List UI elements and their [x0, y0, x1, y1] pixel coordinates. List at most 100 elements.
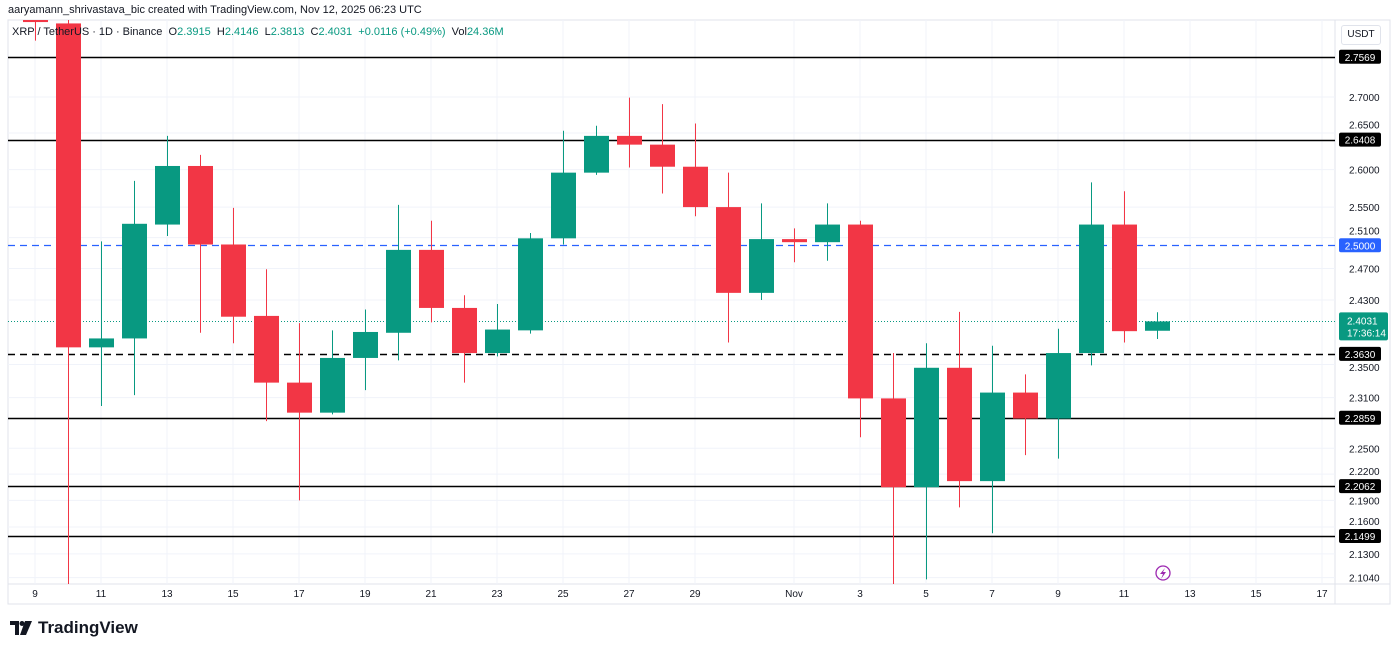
time-tick-label: 17	[293, 589, 305, 600]
brand-name: TradingView	[38, 618, 138, 637]
price-tick-label: 2.6500	[1349, 121, 1380, 132]
candle[interactable]	[353, 309, 378, 391]
candle-body	[353, 331, 378, 358]
candle[interactable]	[881, 353, 906, 590]
candle-body	[419, 249, 444, 308]
price-tick-label: 2.3500	[1349, 363, 1380, 374]
level-price-label: 2.1499	[1345, 532, 1376, 543]
candle[interactable]	[419, 220, 444, 323]
price-axis[interactable]: 2.7000 2.6500 2.6000 2.5500 2.5100 2.4700 2.43…	[1339, 49, 1388, 585]
close-value: 2.4031	[318, 26, 353, 38]
candle[interactable]	[815, 203, 840, 261]
candle[interactable]	[452, 295, 477, 383]
candle[interactable]	[254, 269, 279, 422]
candle[interactable]	[89, 241, 114, 406]
candle[interactable]	[584, 125, 609, 175]
time-tick-label: 23	[491, 589, 503, 600]
tradingview-logo[interactable]: TradingView	[10, 618, 138, 638]
price-tick-label: 2.5500	[1349, 203, 1380, 214]
candle[interactable]	[914, 343, 939, 580]
candle-body	[452, 307, 477, 354]
tradingview-logo-icon	[10, 621, 32, 635]
candle[interactable]	[221, 207, 246, 344]
time-tick-label: 13	[161, 589, 173, 600]
time-tick-label: 15	[1250, 589, 1262, 600]
price-tick-label: 2.4300	[1349, 296, 1380, 307]
candle[interactable]	[287, 323, 312, 501]
candle[interactable]	[1145, 312, 1170, 339]
candle-body	[782, 239, 807, 243]
time-tick-label: 17	[1316, 589, 1328, 600]
candle-body	[1112, 224, 1137, 332]
candle[interactable]	[122, 180, 147, 396]
level-price-label: 2.7569	[1345, 53, 1376, 64]
time-tick-label: 13	[1184, 589, 1196, 600]
low-label: L	[264, 26, 271, 38]
level-price-label: 2.3630	[1345, 350, 1376, 361]
candle-body	[56, 23, 81, 348]
candle[interactable]	[485, 303, 510, 357]
time-tick-label: 11	[96, 589, 107, 600]
candle-body	[980, 392, 1005, 482]
symbol-name[interactable]: XRP / TetherUS	[12, 26, 90, 38]
candle[interactable]	[188, 154, 213, 333]
price-tick-label: 2.1900	[1349, 496, 1380, 507]
price-tick-label: 2.3100	[1349, 394, 1380, 405]
price-tick-label: 2.6000	[1349, 166, 1380, 177]
candle[interactable]	[518, 232, 543, 334]
level-price-label-bg	[1339, 479, 1381, 494]
candle-body	[947, 367, 972, 482]
price-tick-label: 2.2500	[1349, 444, 1380, 455]
open-value: 2.3915	[177, 26, 211, 38]
time-tick-label: 3	[857, 589, 863, 600]
candle[interactable]	[716, 172, 741, 343]
candle[interactable]	[320, 330, 345, 415]
candle[interactable]	[848, 220, 873, 438]
lightning-icon[interactable]	[1155, 565, 1171, 581]
candle[interactable]	[1079, 182, 1104, 366]
volume-label: Vol	[451, 26, 467, 38]
time-tick-label: 21	[425, 589, 437, 600]
candle[interactable]	[155, 135, 180, 237]
candle-body	[914, 367, 939, 488]
price-tick-label: 2.4700	[1349, 265, 1380, 276]
candle[interactable]	[782, 228, 807, 263]
interval[interactable]: 1D	[98, 26, 113, 38]
symbol-legend[interactable]: XRP / TetherUS · 1D · Binance O2.3915 H2.414…	[12, 26, 504, 38]
candle[interactable]	[617, 97, 642, 168]
candle[interactable]	[386, 204, 411, 361]
candle-body	[287, 382, 312, 413]
candle-body	[716, 207, 741, 293]
plot-area[interactable]	[8, 0, 1335, 590]
candle[interactable]	[749, 203, 774, 300]
candle[interactable]	[980, 345, 1005, 534]
low-value: 2.3813	[270, 26, 305, 38]
candle[interactable]	[551, 130, 576, 245]
candle-body	[1046, 353, 1071, 419]
time-tick-label: 29	[689, 589, 701, 600]
candle[interactable]	[650, 104, 675, 194]
candle[interactable]	[1112, 191, 1137, 343]
candle[interactable]	[1013, 374, 1038, 456]
candle-body	[848, 224, 873, 399]
candle-body	[683, 166, 708, 208]
candle-body	[188, 165, 213, 245]
price-tick-label: 2.1040	[1349, 574, 1380, 585]
candle[interactable]	[947, 311, 972, 508]
candle[interactable]	[1046, 328, 1071, 459]
candle-body	[815, 224, 840, 243]
candle-body	[518, 238, 543, 331]
candle-body	[386, 249, 411, 333]
candle[interactable]	[56, 17, 81, 590]
candle[interactable]	[23, 0, 48, 41]
candle-body	[221, 244, 246, 317]
high-value: 2.4146	[224, 26, 259, 38]
candle[interactable]	[683, 123, 708, 217]
time-axis[interactable]: 9 11 13 15 17 19 21 23 25 27 29 Nov 3 5 7 9 11 13 15 17	[32, 589, 1328, 600]
level-price-label: 2.2859	[1345, 414, 1376, 425]
candle-body	[122, 223, 147, 339]
time-tick-label: 19	[359, 589, 371, 600]
currency-button[interactable]: USDT	[1341, 25, 1381, 45]
candle-body	[485, 329, 510, 354]
